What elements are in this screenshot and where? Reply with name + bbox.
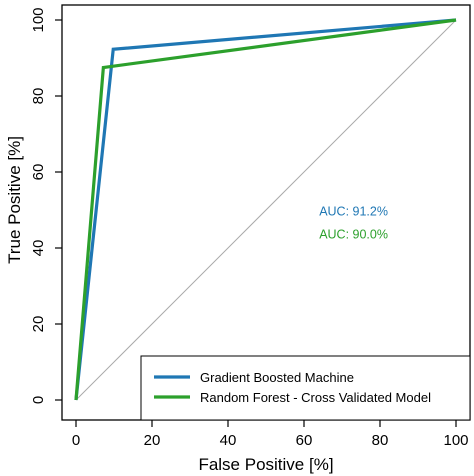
y-tick-label: 20 [30,316,47,333]
x-tick-label: 80 [372,432,389,449]
x-tick-label: 40 [220,432,237,449]
x-tick-label: 100 [443,432,468,449]
y-tick-label: 40 [30,240,47,257]
y-tick-label: 100 [30,7,47,32]
series-layer [74,18,457,401]
y-tick-label: 80 [30,88,47,105]
y-tick-label: 0 [30,396,47,404]
y-axis: 0 20 40 60 80 100 [30,7,62,404]
x-tick-label: 60 [296,432,313,449]
y-tick-label: 60 [30,164,47,181]
x-tick-label: 0 [72,432,80,449]
auc-annotation: AUC: 90.0% [319,228,388,242]
y-axis-label: True Positive [%] [5,136,24,264]
diagonal-reference-line [75,19,457,401]
x-axis-label: False Positive [%] [198,455,333,474]
legend-label: Random Forest - Cross Validated Model [200,390,431,405]
series-line [74,18,457,401]
x-axis: 0 20 40 60 80 100 [72,420,469,449]
legend-label: Gradient Boosted Machine [200,370,354,385]
x-tick-label: 20 [144,432,161,449]
annotation-layer: AUC: 91.2% AUC: 90.0% [319,205,388,242]
auc-annotation: AUC: 91.2% [319,205,388,219]
series-line [74,18,457,401]
legend: Gradient Boosted Machine Random Forest - … [140,355,471,421]
legend-box [140,355,471,421]
